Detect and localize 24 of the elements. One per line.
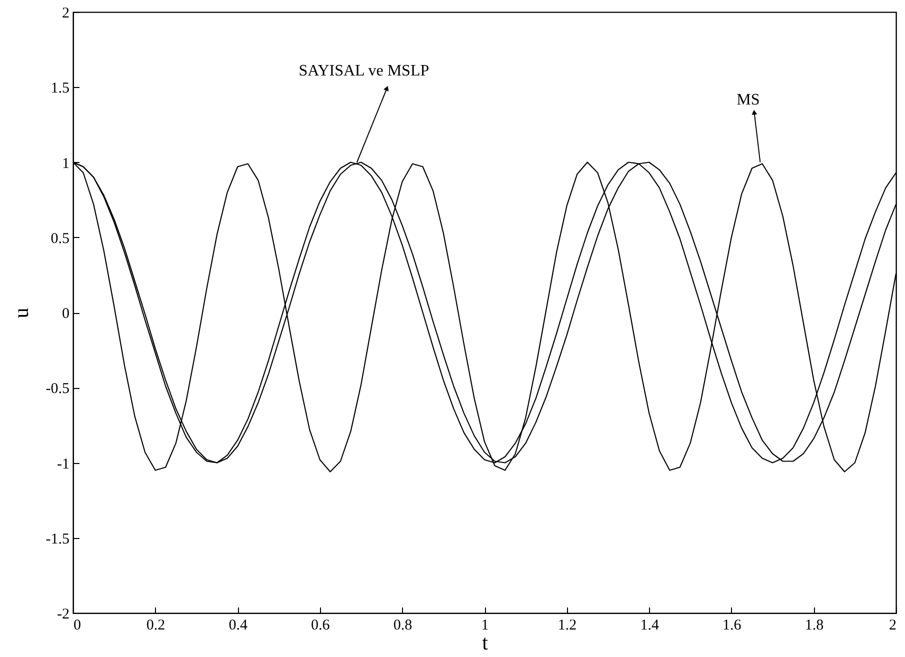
x-tick-label: 1.4 bbox=[640, 618, 660, 634]
x-tick-label: 0.6 bbox=[311, 618, 330, 634]
x-tick-label: 0.8 bbox=[393, 618, 412, 634]
y-axis-title: u bbox=[8, 307, 33, 318]
annotation: SAYISAL ve MSLP bbox=[298, 62, 430, 80]
y-tick-label: 0.5 bbox=[50, 230, 70, 247]
x-tick-label: 0 bbox=[74, 618, 81, 634]
x-tick-label: 1.6 bbox=[722, 618, 742, 634]
x-tick-label: 1 bbox=[481, 618, 489, 634]
y-tick-label: 2 bbox=[62, 6, 70, 22]
x-tick-label: 2 bbox=[889, 618, 896, 634]
x-tick-label: 0.2 bbox=[146, 618, 166, 634]
y-tick-label: -0.5 bbox=[46, 381, 70, 398]
y-tick-label: -1 bbox=[57, 456, 70, 472]
y-tick-label: 1.5 bbox=[50, 80, 70, 97]
y-tick-label: -1.5 bbox=[46, 531, 70, 548]
annotation: MS bbox=[736, 91, 760, 108]
x-tick-label: 0.4 bbox=[228, 618, 248, 634]
x-tick-label: 1.8 bbox=[804, 618, 824, 634]
x-axis-title: t bbox=[482, 630, 488, 654]
y-tick-label: -2 bbox=[57, 606, 70, 622]
y-tick-label: 1 bbox=[62, 156, 70, 172]
x-tick-label: 1.2 bbox=[558, 618, 577, 634]
y-tick-label: 0 bbox=[62, 306, 70, 322]
